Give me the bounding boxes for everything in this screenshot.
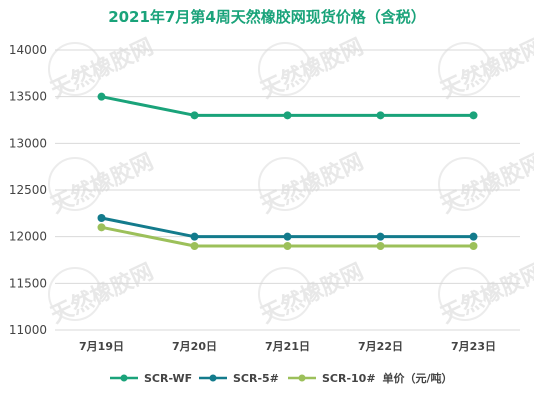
chart-title: 2021年7月第4周天然橡胶网现货价格（含税）	[108, 8, 426, 26]
data-point	[283, 111, 292, 120]
data-point	[190, 242, 199, 250]
data-point	[376, 111, 385, 120]
x-tick-label: 7月20日	[172, 340, 217, 353]
watermark-logo	[438, 267, 492, 321]
watermark-text: 天然橡胶网	[257, 34, 368, 104]
watermark-logo	[258, 267, 312, 321]
watermark-text: 天然橡胶网	[47, 149, 158, 219]
legend-label: SCR-WF	[144, 372, 192, 385]
legend-swatch-marker	[120, 374, 128, 382]
data-point	[376, 242, 385, 250]
data-point	[283, 242, 292, 250]
legend-label: SCR-10#	[322, 372, 376, 385]
data-point	[190, 232, 199, 241]
watermark-logo	[258, 42, 312, 96]
y-tick-label: 13000	[9, 136, 47, 150]
y-tick-label: 13500	[9, 90, 47, 104]
data-point	[190, 111, 199, 120]
data-point	[469, 111, 478, 120]
x-tick-label: 7月19日	[79, 340, 124, 353]
legend-swatch-marker	[209, 374, 217, 382]
watermark-logo	[438, 157, 492, 211]
y-tick-label: 12500	[9, 183, 47, 197]
data-point	[283, 232, 292, 241]
watermark-logo	[48, 267, 102, 321]
y-tick-label: 12000	[9, 230, 47, 244]
x-tick-label: 7月21日	[265, 340, 310, 353]
watermark-logo	[438, 42, 492, 96]
data-point	[376, 232, 385, 241]
watermark-logo	[48, 42, 102, 96]
legend-unit-label: 单价（元/吨）	[383, 371, 453, 385]
legend-swatch-marker	[298, 374, 306, 382]
data-point	[97, 214, 106, 222]
data-point	[469, 232, 478, 241]
y-tick-label: 14000	[9, 43, 47, 57]
watermark-text: 天然橡胶网	[257, 149, 368, 219]
x-tick-label: 7月22日	[358, 340, 403, 353]
watermark-logo	[48, 157, 102, 211]
watermark-text: 天然橡胶网	[47, 259, 158, 329]
watermark-text: 天然橡胶网	[437, 34, 534, 104]
x-tick-label: 7月23日	[451, 340, 496, 353]
data-point	[97, 223, 106, 232]
legend-label: SCR-5#	[233, 372, 279, 385]
y-tick-label: 11500	[9, 276, 47, 290]
watermark-text: 天然橡胶网	[437, 259, 534, 329]
y-tick-label: 11000	[9, 323, 47, 337]
watermark-logo	[258, 157, 312, 211]
watermark-text: 天然橡胶网	[437, 149, 534, 219]
data-point	[97, 92, 106, 101]
data-point	[469, 242, 478, 250]
watermark-text: 天然橡胶网	[257, 259, 368, 329]
